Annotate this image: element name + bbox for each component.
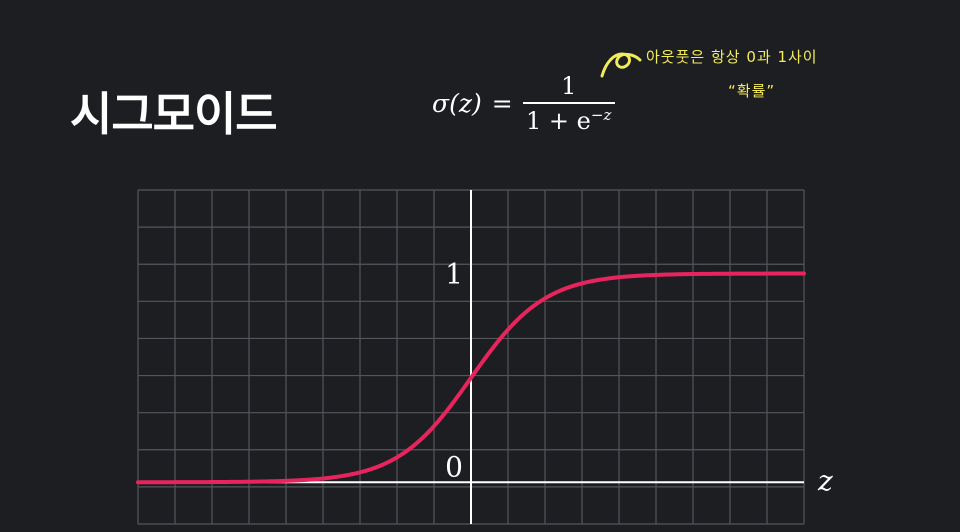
- sigmoid-formula: σ(z) = 1 1 + e−z: [432, 72, 615, 135]
- chart-grid: [137, 189, 805, 525]
- formula-denominator: 1 + e−z: [526, 104, 611, 135]
- y-tick-label-0: 0: [445, 450, 463, 483]
- chart-ticks: z 1 0: [445, 258, 833, 498]
- annotation-line2: “확률”: [728, 82, 776, 100]
- annotation-line1: 아웃풋은 항상 0과 1사이: [646, 48, 818, 66]
- denominator-base: 1 + e: [526, 107, 591, 135]
- formula-fraction: 1 1 + e−z: [522, 72, 615, 135]
- x-axis-label: z: [817, 464, 833, 497]
- fraction-bar: [522, 102, 615, 104]
- chart-curve: [136, 271, 806, 485]
- chart-axes: [138, 190, 804, 524]
- formula-lhs: σ(z): [432, 89, 482, 118]
- swirl-doodle-icon: [600, 52, 642, 78]
- page-title: 시그모이드: [70, 87, 278, 141]
- formula-numerator: 1: [561, 72, 577, 100]
- sigmoid-curve: [136, 271, 806, 485]
- y-tick-label-1: 1: [445, 258, 463, 291]
- formula-equals: =: [491, 89, 513, 118]
- denominator-exponent: −z: [590, 106, 612, 124]
